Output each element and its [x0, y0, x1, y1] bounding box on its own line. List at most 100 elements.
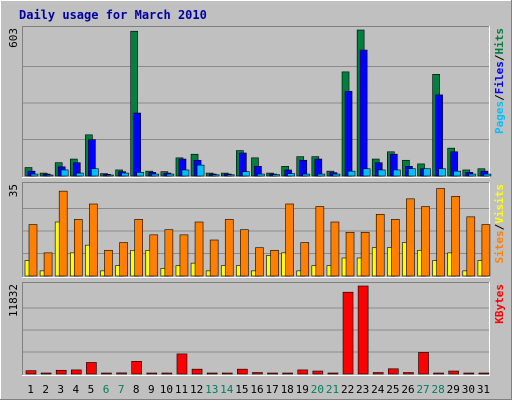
bar-pages-day-4	[75, 172, 84, 177]
bar-pages-day-11	[181, 169, 190, 177]
bar-pages-day-27	[423, 168, 431, 177]
x-tick-label: 23	[356, 383, 369, 396]
legend-hits_files_pages: Pages/Files/Hits	[493, 28, 506, 134]
bar-kbytes-day-13	[206, 372, 218, 375]
bar-sites-day-18	[285, 203, 294, 277]
bar-kbytes-day-17	[267, 372, 278, 375]
bar-sites-day-17	[270, 249, 279, 277]
x-axis-labels: 1 2 3 4 5 6 7 8 9 10 11 12 13 14 15 16 17 18 19 20 21 22 23 24 2…	[27, 383, 490, 396]
x-tick-label: 8	[133, 383, 140, 396]
x-tick-label: 15	[235, 383, 248, 396]
x-tick-label: 28	[432, 383, 445, 396]
bar-kbytes-day-22	[342, 291, 354, 375]
bar-pages-day-12	[196, 164, 205, 177]
bar-sites-day-19	[300, 242, 310, 277]
bar-kbytes-day-19	[297, 369, 309, 375]
legend-kbytes: KBytes	[493, 284, 506, 324]
x-tick-label: 20	[311, 383, 324, 396]
x-tick-label: 17	[265, 383, 278, 396]
bar-sites-day-24	[375, 213, 385, 277]
x-tick-label: 7	[118, 383, 125, 396]
bar-kbytes-day-10	[161, 372, 173, 375]
series-kbytes	[25, 285, 490, 375]
bar-sites-day-28	[436, 188, 445, 277]
bar-sites-day-4	[73, 219, 83, 277]
bar-sites-day-8	[134, 219, 143, 277]
x-tick-label: 16	[250, 383, 263, 396]
bar-sites-day-13	[209, 239, 219, 277]
bar-pages-day-31	[483, 173, 492, 177]
bar-kbytes-day-8	[131, 361, 142, 375]
bar-sites-day-21	[330, 221, 340, 277]
bar-sites-day-9	[149, 234, 159, 277]
bar-pages-day-18	[287, 173, 295, 177]
x-tick-label: 11	[175, 383, 188, 396]
bar-sites-day-16	[255, 247, 264, 277]
bar-kbytes-day-11	[176, 353, 188, 375]
bar-pages-day-9	[151, 173, 160, 177]
bar-pages-day-16	[257, 173, 265, 177]
series-sites	[28, 188, 491, 277]
bar-pages-day-5	[91, 168, 99, 177]
bar-pages-day-21	[332, 173, 341, 177]
bar-files-day-8	[133, 112, 141, 177]
bar-pages-day-19	[302, 173, 311, 177]
x-tick-label: 12	[190, 383, 203, 396]
x-tick-label: 4	[73, 383, 80, 396]
bar-sites-day-25	[391, 219, 400, 277]
panel-visits_sites: 35 Sites/Visits	[7, 182, 506, 278]
x-tick-label: 22	[341, 383, 354, 396]
bar-sites-day-30	[466, 216, 476, 277]
bar-kbytes-day-6	[101, 372, 112, 375]
x-tick-label: 29	[447, 383, 460, 396]
y-max-label: 35	[7, 184, 20, 197]
bar-pages-day-30	[468, 173, 477, 177]
bar-pages-day-1	[30, 173, 39, 177]
legend-entry: Pages	[493, 101, 506, 134]
bar-files-day-23	[359, 49, 368, 177]
bar-sites-day-15	[240, 229, 249, 277]
bar-sites-day-5	[89, 203, 98, 277]
x-tick-label: 6	[103, 383, 110, 396]
bar-pages-day-3	[60, 169, 69, 177]
bar-pages-day-24	[377, 169, 386, 177]
x-tick-label: 5	[88, 383, 95, 396]
bar-files-day-20	[314, 158, 323, 177]
legend-visits_sites: Sites/Visits	[493, 184, 506, 264]
bar-pages-day-26	[408, 168, 416, 177]
bar-kbytes-day-3	[55, 369, 67, 375]
panel-background	[22, 26, 490, 178]
bar-kbytes-day-5	[86, 362, 97, 375]
x-tick-label: 21	[326, 383, 339, 396]
legend-entry: Sites	[493, 230, 506, 263]
x-tick-label: 3	[57, 383, 64, 396]
bar-kbytes-day-26	[403, 372, 414, 375]
x-tick-label: 19	[296, 383, 309, 396]
bar-sites-day-22	[345, 231, 355, 277]
bar-sites-day-26	[406, 198, 415, 277]
bar-kbytes-day-4	[70, 369, 82, 375]
bar-pages-day-22	[347, 170, 356, 177]
legend-entry: /	[493, 94, 506, 101]
bar-sites-day-1	[28, 224, 38, 277]
x-tick-label: 2	[42, 383, 49, 396]
bar-sites-day-14	[224, 219, 234, 277]
bar-sites-day-27	[421, 206, 430, 277]
legend-entry: KBytes	[493, 284, 506, 324]
x-tick-label: 31	[477, 383, 490, 396]
x-tick-label: 14	[220, 383, 234, 396]
x-tick-label: 9	[148, 383, 155, 396]
x-tick-label: 26	[401, 383, 414, 396]
bar-kbytes-day-30	[463, 372, 475, 375]
bar-pages-day-25	[393, 169, 401, 177]
bar-sites-day-11	[179, 234, 189, 277]
bar-pages-day-10	[166, 173, 175, 177]
x-tick-label: 13	[205, 383, 218, 396]
bar-kbytes-day-27	[418, 352, 429, 375]
legend-entry: Files	[493, 61, 506, 94]
bar-sites-day-3	[58, 190, 68, 277]
bar-sites-day-20	[315, 206, 325, 277]
bar-kbytes-day-20	[312, 370, 324, 375]
